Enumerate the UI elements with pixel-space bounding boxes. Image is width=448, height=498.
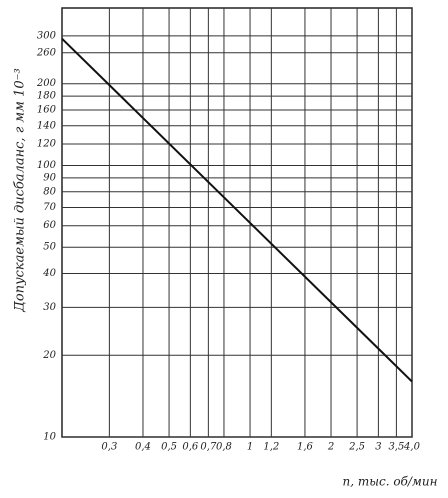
y-tick-label: 120	[37, 138, 57, 149]
y-axis-label: Допускаемый дисбаланс, г мм 10⁻³	[13, 68, 28, 312]
data-line	[61, 37, 413, 383]
y-tick-label: 140	[37, 120, 57, 131]
y-tick-label: 30	[43, 302, 56, 313]
y-tick-label: 100	[37, 160, 57, 171]
y-tick-label: 40	[42, 268, 56, 279]
y-tick-label: 90	[43, 172, 56, 183]
x-tick-label: 3,5	[388, 442, 404, 453]
x-tick-label: 0,5	[161, 442, 177, 453]
x-tick-label: 4,0	[403, 442, 421, 453]
y-tick-label: 70	[43, 202, 56, 213]
x-tick-label: 1,6	[297, 442, 314, 453]
x-tick-label: 0,7	[200, 442, 217, 453]
y-tick-label: 10	[43, 432, 56, 443]
x-tick-label: 0,3	[101, 442, 117, 453]
x-tick-label: 1	[247, 442, 253, 453]
y-tick-label: 180	[37, 91, 57, 102]
x-axis-label: n, тыс. об/мин	[342, 475, 437, 489]
x-tick-label: 1,2	[263, 442, 279, 453]
x-tick-label: 2	[327, 442, 334, 453]
x-tick-label: 2,5	[348, 442, 365, 453]
plot-frame	[61, 7, 413, 438]
y-tick-label: 20	[42, 350, 56, 361]
y-tick-label: 50	[43, 242, 56, 253]
x-tick-label: 3	[375, 442, 381, 453]
y-tick-label: 200	[36, 78, 57, 89]
y-tick-label: 160	[37, 105, 57, 116]
x-tick-label: 0,6	[182, 442, 199, 453]
x-tick-label: 0,4	[135, 442, 151, 453]
y-tick-label: 80	[43, 186, 56, 197]
y-tick-label: 300	[37, 30, 57, 41]
y-tick-label: 260	[36, 47, 57, 58]
y-tick-label: 60	[43, 220, 56, 231]
x-tick-label: 0,8	[216, 442, 232, 453]
